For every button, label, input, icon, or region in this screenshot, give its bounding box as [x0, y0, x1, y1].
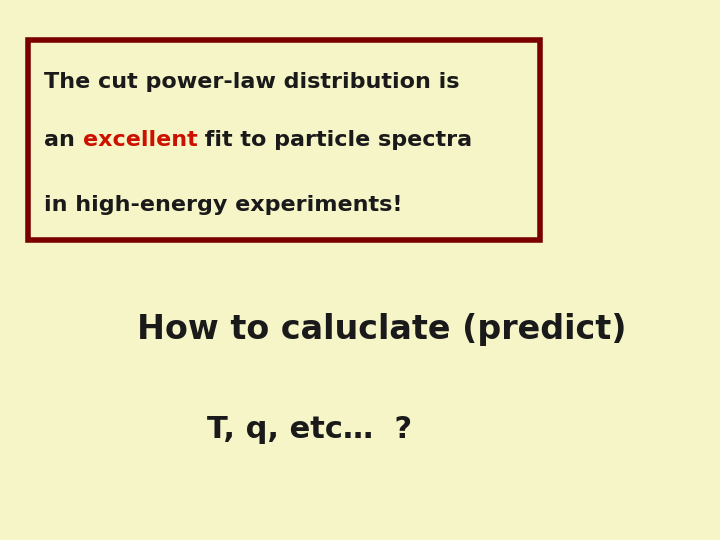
- Text: How to caluclate (predict): How to caluclate (predict): [137, 314, 626, 347]
- FancyBboxPatch shape: [28, 40, 540, 240]
- Text: fit to particle spectra: fit to particle spectra: [197, 130, 472, 150]
- Text: in high-energy experiments!: in high-energy experiments!: [44, 195, 402, 215]
- Text: The cut power-law distribution is: The cut power-law distribution is: [44, 72, 459, 92]
- Text: excellent: excellent: [83, 130, 197, 150]
- Text: T, q, etc…  ?: T, q, etc… ?: [207, 415, 412, 444]
- Text: an: an: [44, 130, 83, 150]
